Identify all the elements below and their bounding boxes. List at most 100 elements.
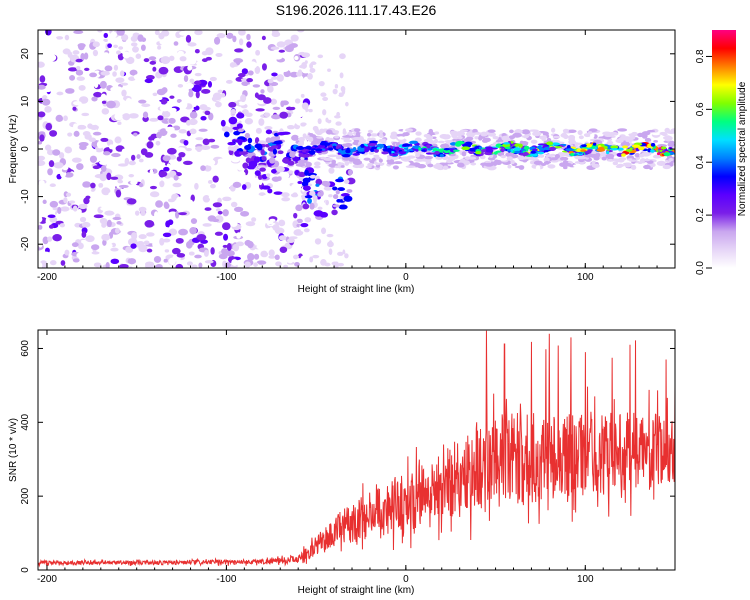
heatmap-cell xyxy=(65,192,72,197)
heatmap-cell xyxy=(194,72,202,77)
heatmap-cell xyxy=(87,148,97,153)
heatmap-cell xyxy=(672,162,675,166)
heatmap-cell xyxy=(77,208,82,215)
heatmap-cell xyxy=(55,36,64,40)
heatmap-cell xyxy=(294,262,300,267)
heatmap-cell xyxy=(478,146,483,150)
heatmap-cell xyxy=(93,91,103,98)
heatmap-cell xyxy=(49,260,57,266)
heatmap-cell xyxy=(549,146,556,151)
heatmap-cell xyxy=(38,229,42,238)
heatmap-cell xyxy=(314,148,323,152)
heatmap-cell xyxy=(159,180,165,188)
heatmap-cell xyxy=(290,193,299,198)
heatmap-cell xyxy=(38,224,43,230)
heatmap-cell xyxy=(518,165,525,170)
heatmap-cell xyxy=(503,142,510,145)
heatmap-cell xyxy=(293,212,298,219)
heatmap-cell xyxy=(338,92,344,98)
heatmap-cell xyxy=(442,134,450,140)
heatmap-cell xyxy=(55,212,64,220)
heatmap-cell xyxy=(662,164,671,170)
heatmap-cell xyxy=(625,148,633,152)
heatmap-cell xyxy=(268,249,275,257)
heatmap-cell xyxy=(202,138,210,146)
heatmap-cell xyxy=(116,221,122,225)
heatmap-cell xyxy=(459,129,468,132)
heatmap-cell xyxy=(45,217,50,225)
heatmap-cell xyxy=(296,258,303,262)
heatmap-cell xyxy=(138,234,147,240)
heatmap-cell xyxy=(344,160,350,166)
heatmap-cell xyxy=(100,71,110,76)
heatmap-cell xyxy=(143,240,150,246)
heatmap-cell xyxy=(522,152,529,156)
heatmap-cell xyxy=(352,147,357,152)
heatmap-cell xyxy=(175,147,186,153)
heatmap-cell xyxy=(75,69,84,76)
heatmap-cell xyxy=(331,261,339,266)
heatmap-cell xyxy=(270,205,279,213)
heatmap-cell xyxy=(152,178,162,182)
heatmap-cell xyxy=(142,111,149,119)
heatmap-cell xyxy=(48,160,55,168)
heatmap-cell xyxy=(461,151,467,157)
heatmap-cell xyxy=(507,164,512,169)
snr-ytick-label: 200 xyxy=(20,487,31,504)
heatmap-cell xyxy=(241,81,250,87)
heatmap-cell xyxy=(405,165,416,168)
heatmap-cell xyxy=(298,136,305,143)
heatmap-cell xyxy=(47,236,53,242)
heatmap-cell xyxy=(77,124,87,130)
heatmap-cell xyxy=(73,130,80,137)
heatmap-cell xyxy=(146,248,153,253)
heatmap-cell xyxy=(199,104,208,111)
heatmap-cell xyxy=(650,149,655,153)
heatmap-cell xyxy=(109,264,119,268)
heatmap-cell xyxy=(312,195,318,202)
heatmap-cell xyxy=(335,178,344,183)
heatmap-cell xyxy=(106,219,112,228)
heatmap-cell xyxy=(296,218,303,224)
heatmap-cell xyxy=(373,154,380,158)
heatmap-cell xyxy=(554,153,561,159)
heatmap-cell xyxy=(302,69,310,74)
heatmap-cell xyxy=(240,210,250,217)
heatmap-cell xyxy=(116,50,122,55)
heatmap-cell xyxy=(130,42,138,47)
heatmap-cell xyxy=(64,34,70,41)
snr-xtick-label: -200 xyxy=(37,574,57,585)
colorbar-tick-label: 0.2 xyxy=(695,208,706,222)
heatmap-cell xyxy=(563,134,569,140)
heatmap-cell xyxy=(279,111,289,119)
heatmap-cell xyxy=(141,103,151,108)
heatmap-cell xyxy=(234,139,244,143)
heatmap-cell xyxy=(101,233,111,241)
heatmap-cell xyxy=(452,149,460,152)
heatmap-cell xyxy=(120,82,129,86)
heatmap-cell xyxy=(343,139,352,143)
heatmap-cell xyxy=(253,156,261,163)
heatmap-cell xyxy=(38,111,46,118)
heatmap-cell xyxy=(152,92,158,97)
heatmap-cell xyxy=(69,75,76,81)
heatmap-cell xyxy=(394,146,400,151)
heatmap-cell xyxy=(504,146,511,150)
heatmap-cell xyxy=(39,134,45,142)
heatmap-cell xyxy=(448,148,454,152)
heatmap-cell xyxy=(325,129,333,135)
heatmap-cell xyxy=(307,73,313,80)
heatmap-cell xyxy=(266,173,271,178)
heatmap-cell xyxy=(92,41,100,48)
heatmap-cell xyxy=(256,94,266,101)
heatmap-cell xyxy=(478,136,483,141)
heatmap-cell xyxy=(95,196,101,200)
heatmap-cell xyxy=(334,232,338,237)
heatmap-cell xyxy=(287,170,294,174)
heatmap-cell xyxy=(260,250,269,258)
heatmap-cell xyxy=(443,148,450,151)
heatmap-cell xyxy=(474,136,479,140)
heatmap-cell xyxy=(460,158,466,162)
heatmap-cell xyxy=(396,133,406,137)
heatmap-cell xyxy=(465,136,474,141)
